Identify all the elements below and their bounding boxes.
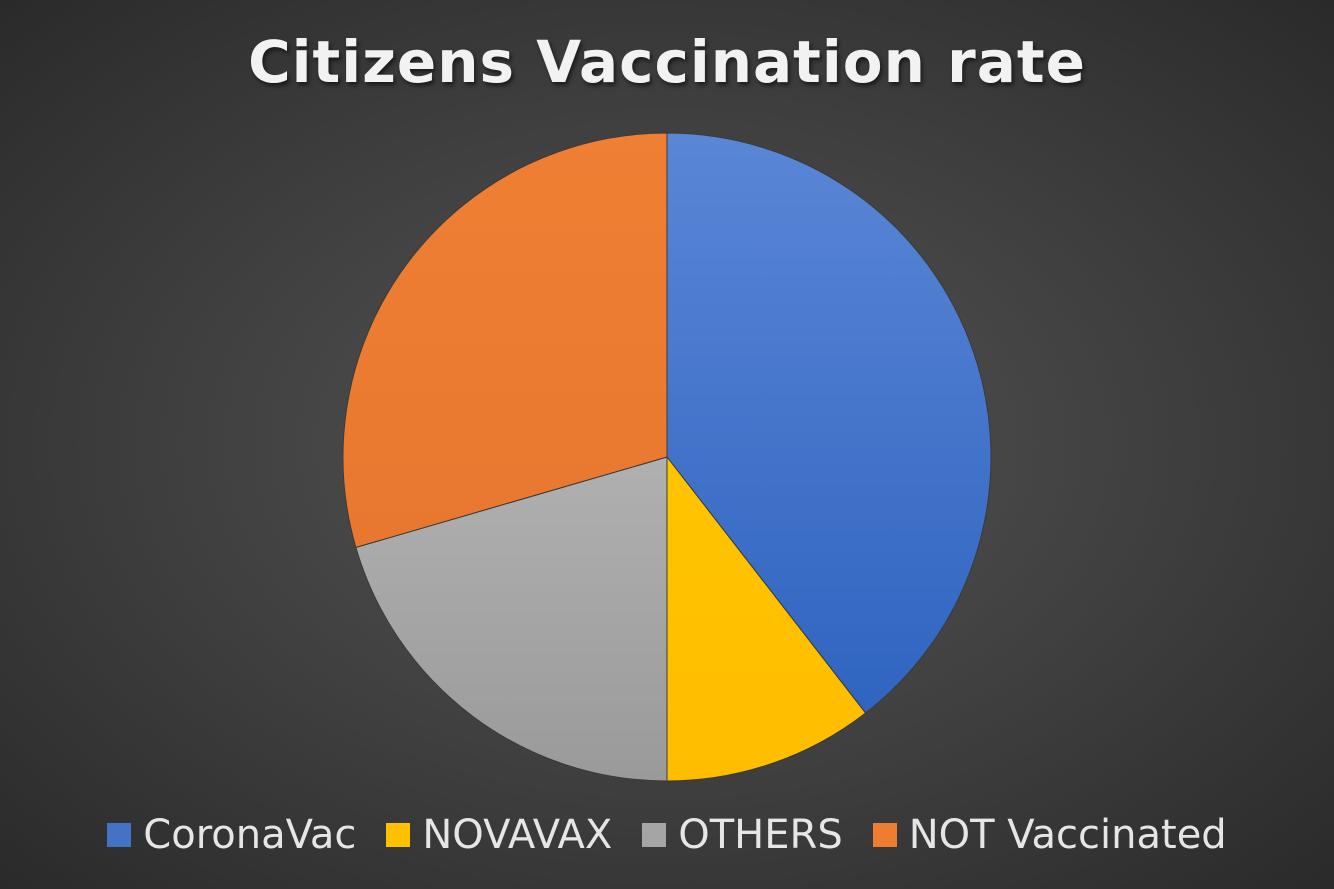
legend-item: NOT Vaccinated [872, 812, 1227, 858]
legend: CoronaVac NOVAVAX OTHERS NOT Vaccinated [0, 812, 1334, 858]
pie-slice-others [355, 456, 668, 782]
chart-title: Citizens Vaccination rate [248, 28, 1086, 96]
legend-label: OTHERS [678, 812, 843, 858]
legend-item: OTHERS [642, 812, 843, 858]
legend-swatch [872, 823, 897, 847]
legend-label: CoronaVac [143, 812, 357, 858]
pie-slice-coronavac [666, 132, 992, 714]
legend-label: NOT Vaccinated [908, 812, 1227, 858]
legend-item: NOVAVAX [386, 812, 612, 858]
legend-swatch [107, 823, 132, 847]
pie-slice-not-vaccinated [342, 132, 668, 549]
pie-slice-novavax [666, 455, 867, 782]
pie-slices [342, 132, 992, 782]
legend-label: NOVAVAX [422, 812, 613, 858]
legend-swatch [642, 823, 667, 847]
legend-swatch [386, 823, 411, 847]
legend-item: CoronaVac [107, 812, 356, 858]
